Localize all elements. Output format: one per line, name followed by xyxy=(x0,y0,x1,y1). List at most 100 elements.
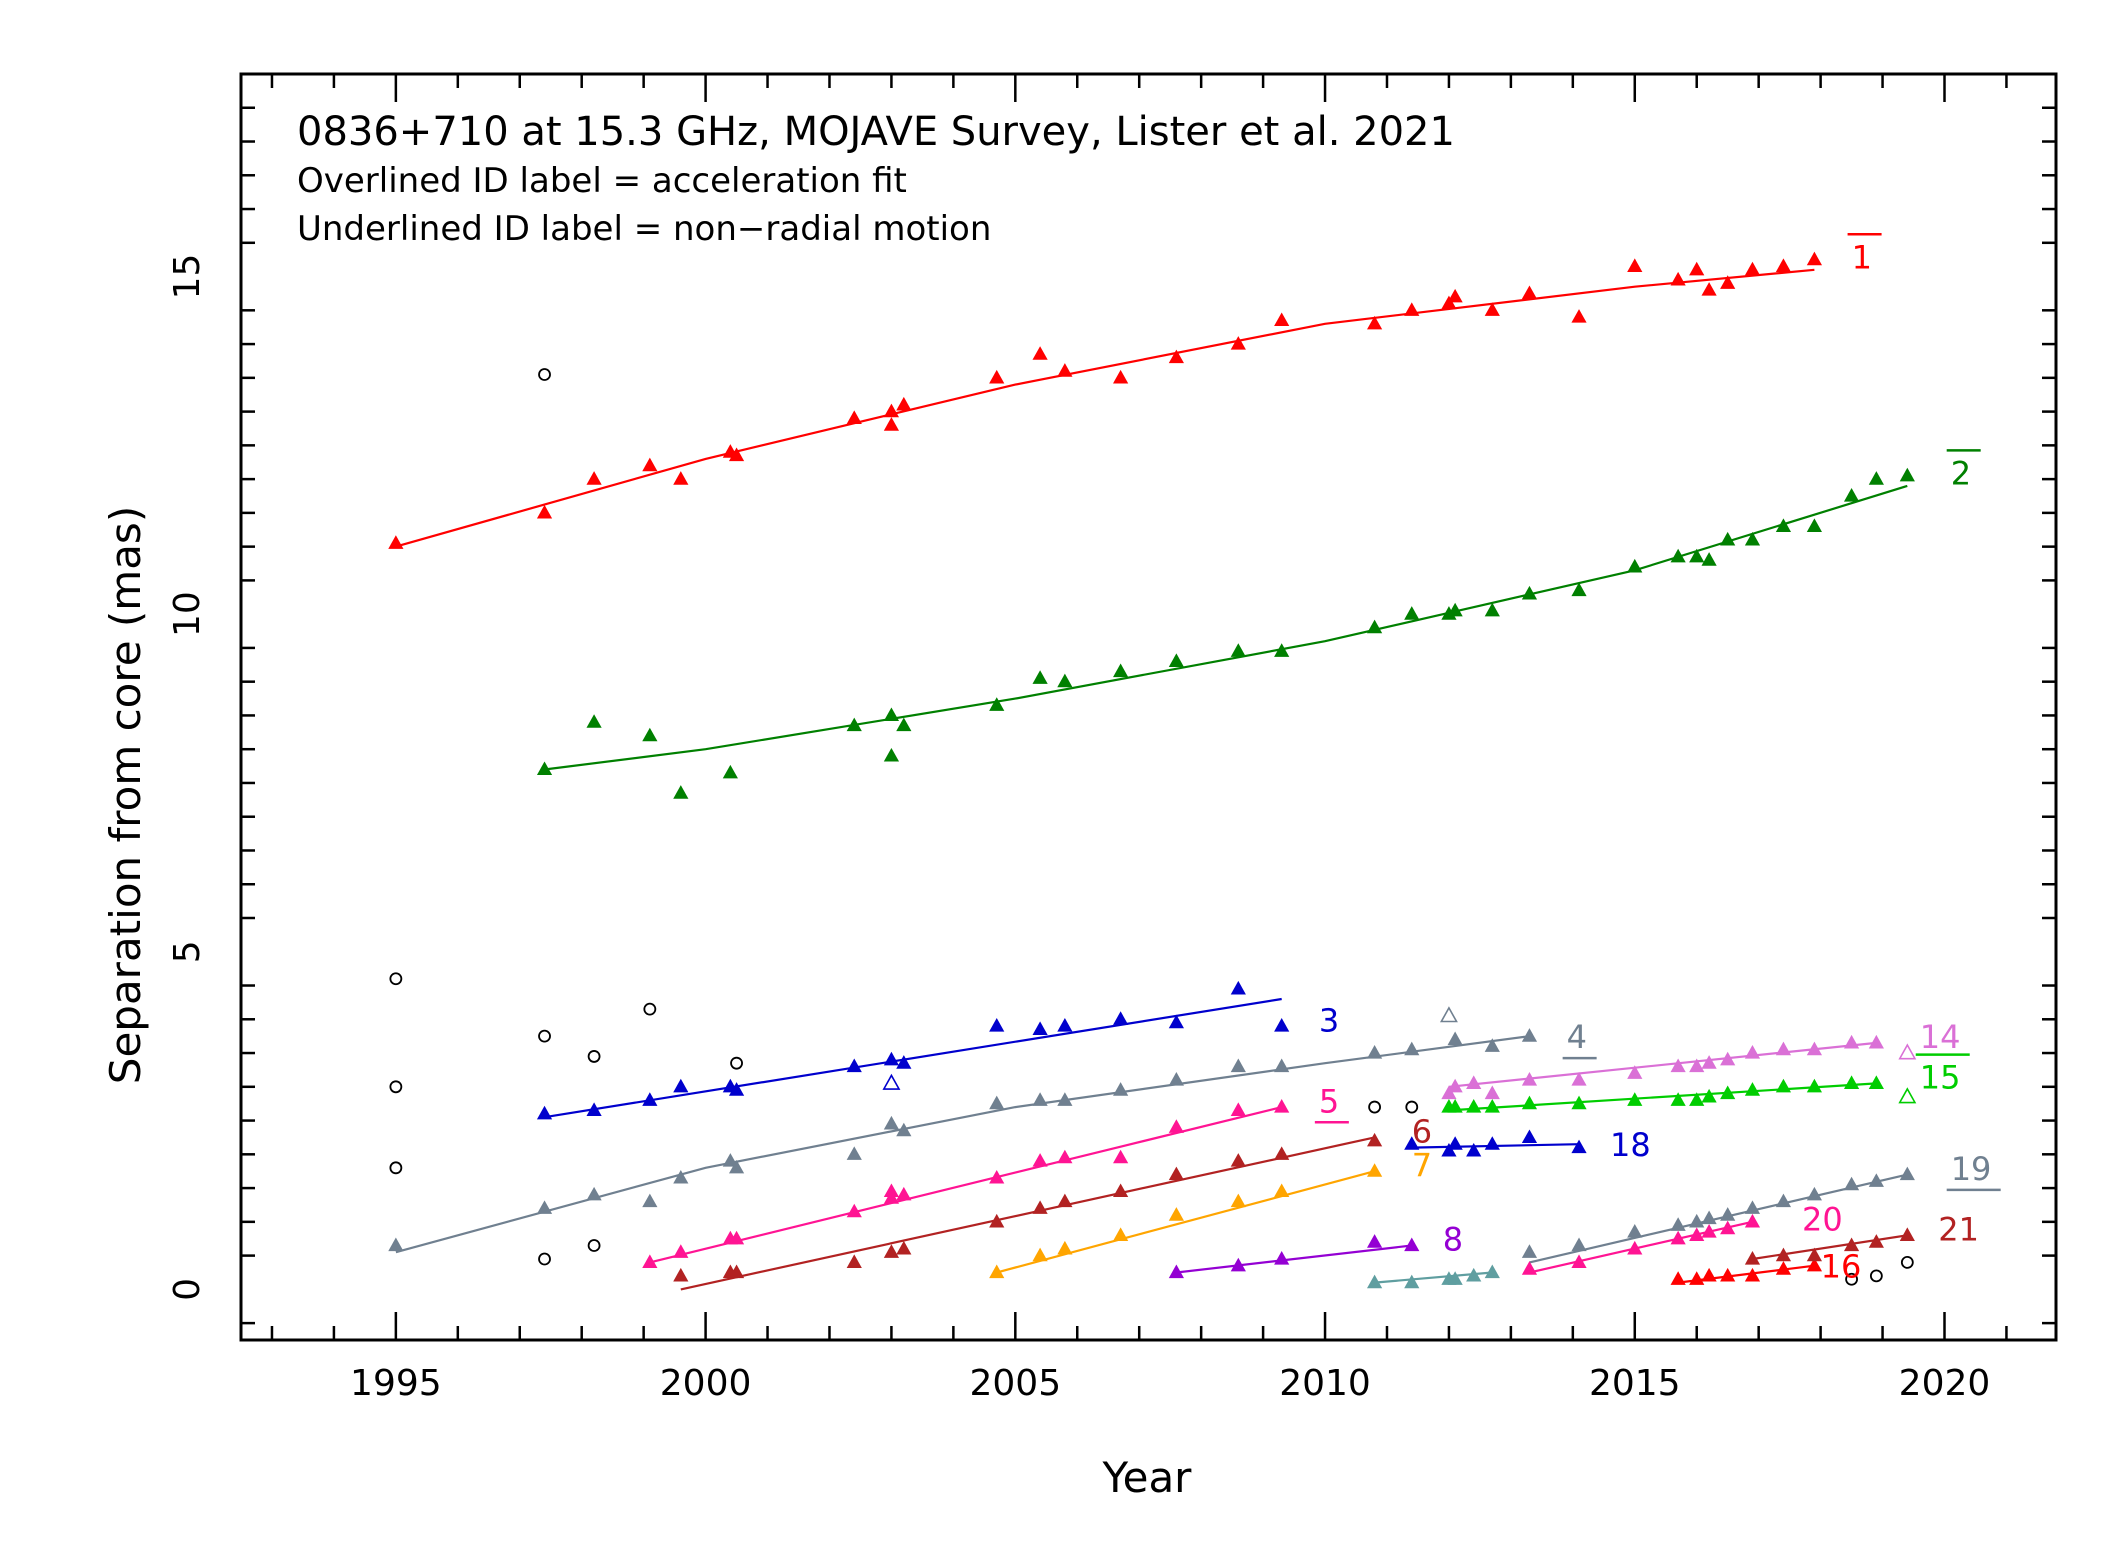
data-point xyxy=(1057,1092,1073,1106)
component-label: 8 xyxy=(1443,1221,1463,1259)
data-point xyxy=(1447,1078,1463,1093)
data-point xyxy=(1689,1213,1705,1228)
plot-frame xyxy=(239,72,2058,1342)
data-point xyxy=(1670,1058,1686,1073)
data-point xyxy=(1571,309,1587,323)
data-point xyxy=(1484,1136,1500,1150)
data-point xyxy=(728,1159,745,1174)
data-point xyxy=(536,504,553,519)
data-point xyxy=(1806,1186,1823,1201)
y-tick-label: 0 xyxy=(167,1278,208,1301)
data-point xyxy=(1404,1237,1420,1252)
data-point xyxy=(673,1078,689,1093)
data-point xyxy=(1521,1095,1538,1110)
data-point xyxy=(1230,1058,1246,1073)
data-point xyxy=(1806,1078,1823,1093)
unassociated-point xyxy=(389,1161,403,1175)
data-point xyxy=(1168,1014,1184,1029)
data-point xyxy=(1032,1092,1048,1106)
data-point xyxy=(1032,670,1048,684)
component-label: 1 xyxy=(1852,238,1872,276)
data-point xyxy=(1627,558,1643,573)
data-point xyxy=(1113,1011,1129,1025)
x-tick-label: 2015 xyxy=(1589,1363,1681,1404)
data-point xyxy=(722,764,738,779)
data-point xyxy=(536,761,553,776)
data-point xyxy=(896,1055,912,1069)
data-point xyxy=(1274,1250,1290,1265)
fit-line-14 xyxy=(1448,1041,1877,1088)
unassociated-point xyxy=(538,1029,551,1043)
data-point xyxy=(1447,602,1463,617)
data-point xyxy=(1868,1173,1884,1187)
data-point xyxy=(1571,1072,1587,1086)
data-point xyxy=(1571,1237,1587,1252)
data-point xyxy=(1868,1234,1884,1248)
data-point xyxy=(989,1018,1005,1032)
data-point xyxy=(1447,288,1463,303)
data-point xyxy=(1484,1085,1500,1100)
chart-title: 0836+710 at 15.3 GHz, MOJAVE Survey, Lis… xyxy=(297,109,1455,155)
data-point xyxy=(1744,261,1761,276)
data-point xyxy=(1670,548,1686,563)
data-point xyxy=(1521,585,1538,600)
data-point xyxy=(1032,1200,1048,1214)
data-point xyxy=(673,471,689,485)
x-tick-label: 1995 xyxy=(350,1363,442,1404)
y-axis-label: Separation from core (mas) xyxy=(101,506,150,1084)
data-point xyxy=(1274,1018,1290,1032)
fit-line-6 xyxy=(680,1136,1375,1291)
x-tick-label: 2000 xyxy=(660,1363,752,1404)
data-point xyxy=(1404,1274,1420,1289)
data-point xyxy=(1689,1271,1705,1285)
data-point xyxy=(586,1186,602,1201)
data-point xyxy=(989,1264,1005,1279)
unassociated-point xyxy=(389,1080,403,1094)
data-point xyxy=(1404,1041,1420,1056)
data-point xyxy=(1670,1230,1686,1245)
data-point xyxy=(1466,1075,1482,1090)
data-point xyxy=(1113,663,1129,678)
data-point xyxy=(1404,1136,1420,1150)
data-point xyxy=(1689,548,1705,563)
data-point xyxy=(1113,1082,1129,1096)
data-point xyxy=(883,417,900,431)
data-point xyxy=(1484,1038,1500,1052)
data-point xyxy=(989,1213,1005,1228)
data-point xyxy=(1627,1092,1643,1106)
component-label: 2 xyxy=(1951,454,1971,492)
data-point xyxy=(1367,1045,1383,1059)
data-point xyxy=(642,1193,658,1208)
data-point xyxy=(1899,1227,1915,1241)
data-point xyxy=(896,717,912,732)
data-point xyxy=(1806,1247,1823,1262)
component-label: 21 xyxy=(1938,1211,1979,1249)
data-point xyxy=(896,396,912,411)
data-point xyxy=(883,1190,900,1204)
data-point xyxy=(846,1058,862,1073)
data-points xyxy=(388,251,1917,1289)
data-point xyxy=(1689,1227,1705,1241)
data-point xyxy=(1447,1031,1463,1046)
data-point xyxy=(1744,1250,1761,1265)
data-point xyxy=(1230,1102,1246,1117)
data-point xyxy=(1627,1240,1643,1255)
data-point xyxy=(1868,1075,1884,1090)
fit-line-1 xyxy=(395,268,1815,548)
data-point xyxy=(1057,1149,1073,1164)
data-point xyxy=(1168,349,1184,364)
unassociated-point xyxy=(1405,1100,1419,1114)
data-point xyxy=(1806,1041,1823,1056)
data-point xyxy=(1701,1055,1717,1069)
data-point xyxy=(1806,518,1823,532)
data-point xyxy=(1230,336,1246,350)
data-point xyxy=(1744,1045,1761,1059)
unassociated-point xyxy=(587,1239,601,1252)
data-point xyxy=(1701,282,1717,296)
data-point xyxy=(1744,531,1761,546)
data-point xyxy=(1868,1034,1884,1049)
fit-line-8 xyxy=(1176,1244,1412,1274)
data-point xyxy=(1032,346,1048,360)
data-point xyxy=(1057,1193,1073,1208)
